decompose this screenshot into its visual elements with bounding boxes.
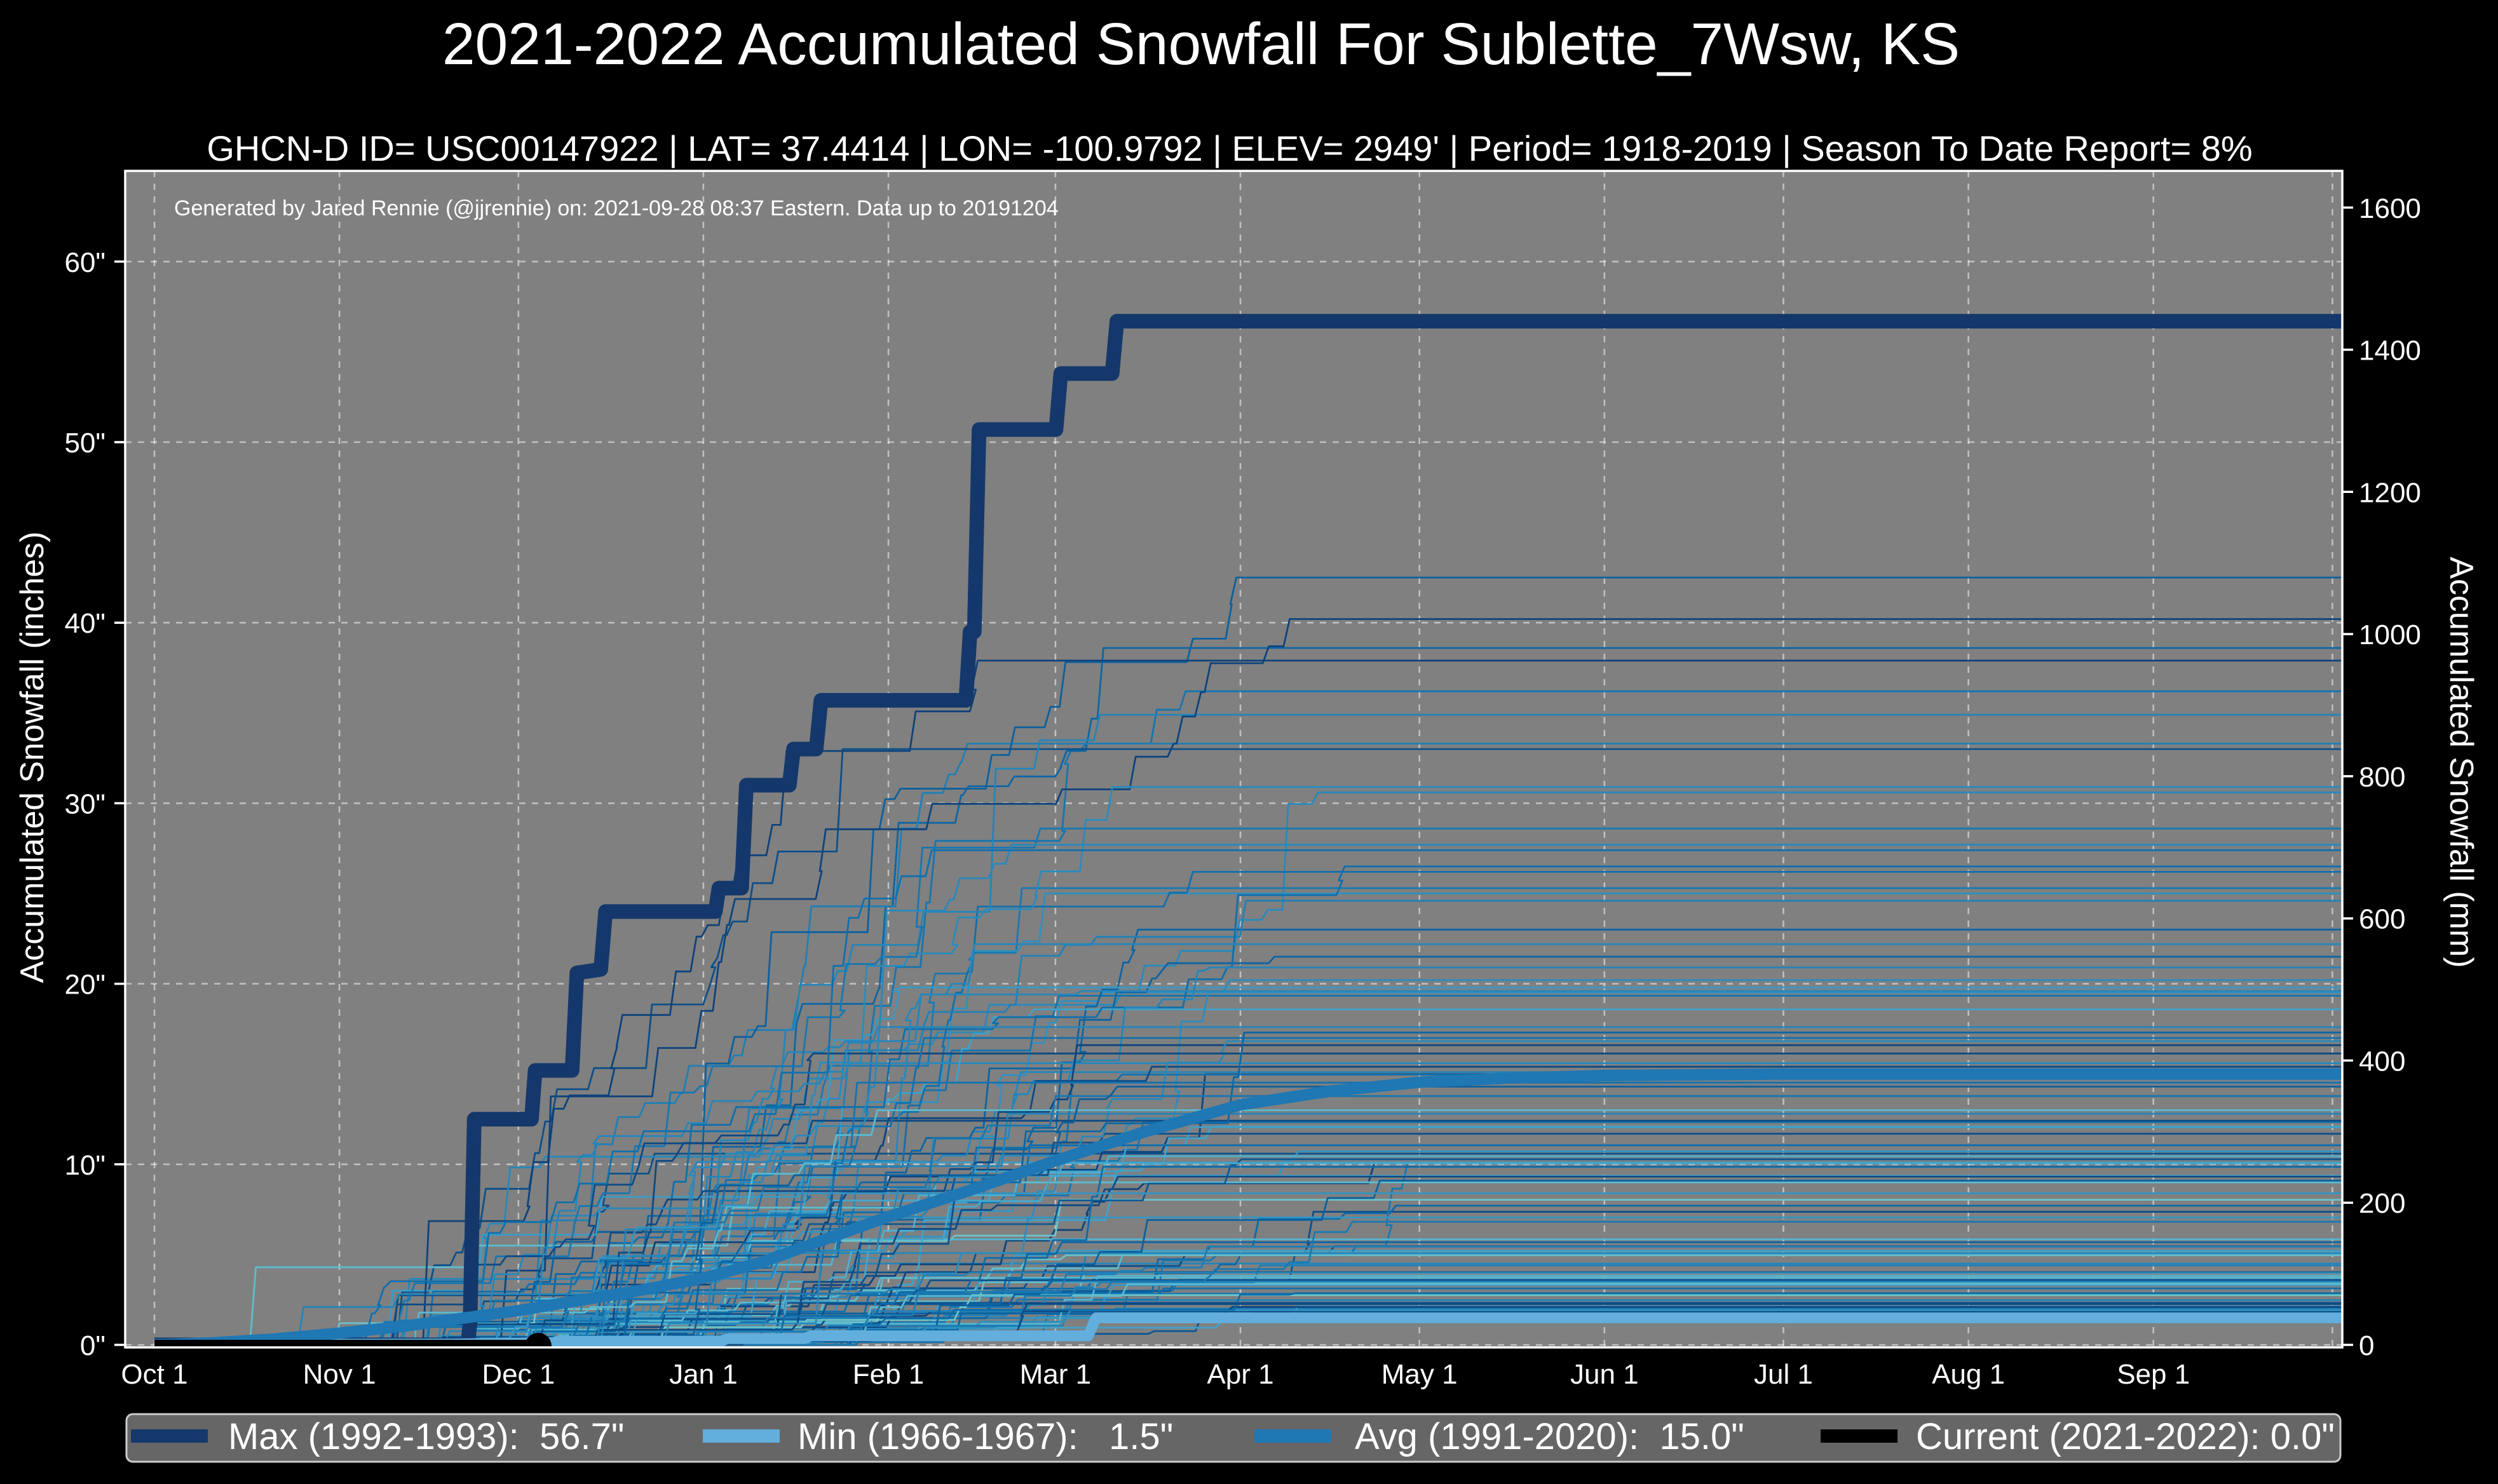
- svg-text:Max (1992-1993): 56.7": Max (1992-1993): 56.7": [228, 1416, 625, 1457]
- svg-text:0: 0: [2359, 1330, 2374, 1361]
- svg-text:Accumulated Snowfall (mm): Accumulated Snowfall (mm): [2443, 556, 2480, 968]
- svg-text:GHCN-D ID= USC00147922 | LAT=: GHCN-D ID= USC00147922 | LAT= 37.4414 | …: [207, 128, 2252, 168]
- svg-text:Avg (1991-2020): 15.0": Avg (1991-2020): 15.0": [1355, 1416, 1744, 1457]
- svg-text:2021-2022 Accumulated Snowfall: 2021-2022 Accumulated Snowfall For Suble…: [442, 11, 1960, 77]
- svg-text:Mar 1: Mar 1: [1020, 1359, 1091, 1390]
- svg-text:Sep 1: Sep 1: [2117, 1359, 2190, 1390]
- svg-text:Apr 1: Apr 1: [1207, 1359, 1273, 1390]
- svg-text:Dec 1: Dec 1: [482, 1359, 555, 1390]
- svg-text:Oct 1: Oct 1: [121, 1359, 187, 1390]
- svg-text:10": 10": [64, 1150, 105, 1181]
- svg-text:1600: 1600: [2359, 193, 2421, 224]
- svg-text:Current (2021-2022): 0.0": Current (2021-2022): 0.0": [1916, 1416, 2335, 1457]
- svg-text:Jul 1: Jul 1: [1754, 1359, 1813, 1390]
- svg-text:0": 0": [80, 1330, 105, 1361]
- svg-text:30": 30": [64, 788, 105, 820]
- svg-text:Accumulated Snowfall (inches): Accumulated Snowfall (inches): [14, 532, 51, 983]
- svg-text:Min (1966-1967): 1.5": Min (1966-1967): 1.5": [798, 1416, 1173, 1457]
- svg-text:40": 40": [64, 608, 105, 639]
- svg-text:Feb 1: Feb 1: [853, 1359, 925, 1390]
- svg-text:Generated by Jared Rennie (@jj: Generated by Jared Rennie (@jjrennie) on…: [174, 196, 1059, 220]
- svg-text:800: 800: [2359, 762, 2405, 793]
- svg-text:50": 50": [64, 428, 105, 459]
- svg-text:400: 400: [2359, 1046, 2405, 1077]
- svg-text:Nov 1: Nov 1: [303, 1359, 376, 1390]
- svg-text:Jun 1: Jun 1: [1570, 1359, 1639, 1390]
- svg-text:May 1: May 1: [1381, 1359, 1458, 1390]
- svg-text:20": 20": [64, 969, 105, 1001]
- svg-text:1000: 1000: [2359, 619, 2421, 651]
- svg-text:600: 600: [2359, 904, 2405, 935]
- svg-text:Jan 1: Jan 1: [669, 1359, 738, 1390]
- svg-text:200: 200: [2359, 1188, 2405, 1219]
- svg-text:1400: 1400: [2359, 335, 2421, 367]
- svg-text:Aug 1: Aug 1: [1932, 1359, 2005, 1390]
- svg-text:1200: 1200: [2359, 477, 2421, 508]
- svg-text:60": 60": [64, 247, 105, 278]
